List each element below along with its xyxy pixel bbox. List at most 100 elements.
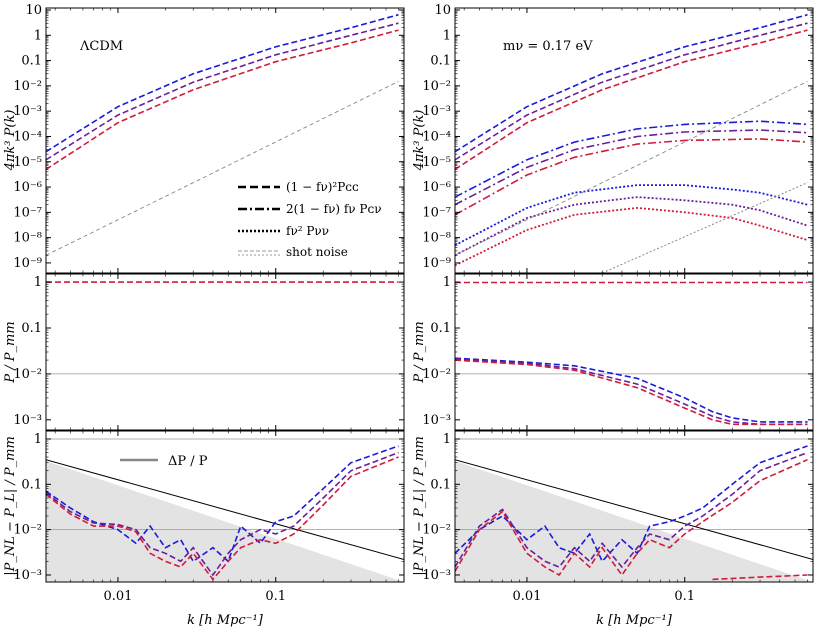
panel-frame-right-bottom (454, 430, 814, 583)
series-line (455, 445, 808, 563)
y-tick-label: 10⁻² (13, 523, 42, 538)
series-line (46, 13, 399, 153)
y-tick-label: 10⁻² (13, 79, 42, 94)
series-line (455, 184, 808, 247)
y-tick-label: 10 (434, 3, 451, 18)
series-line (455, 129, 808, 206)
legend-label-nunu: fν² Pνν (286, 224, 329, 238)
y-tick-label: 0.1 (430, 54, 451, 69)
y-tick-label: 10⁻³ (13, 413, 42, 428)
series-line (601, 182, 808, 273)
delta-p-annotation: ΔP / P (168, 454, 208, 469)
y-tick-label: 10⁻² (422, 523, 451, 538)
y-tick-label: 10⁻⁷ (13, 205, 42, 220)
y-tick-label: 10⁻² (422, 79, 451, 94)
series-line (455, 22, 808, 161)
y-tick-label: 1 (34, 432, 42, 447)
ylabel-right-bottom: |P_NL − P_L| / P_mm (412, 436, 427, 576)
panel-frame-left-middle (45, 273, 405, 431)
series-line (455, 29, 808, 171)
series-line (455, 358, 808, 426)
y-tick-label: 10⁻⁹ (13, 256, 42, 271)
series-line (455, 120, 808, 198)
legend-label-shot: shot noise (286, 245, 348, 259)
y-tick-label: 10⁻⁵ (422, 155, 451, 170)
y-tick-label: 0.1 (430, 321, 451, 336)
panel-left-top: 10⁻⁹ 10⁻⁸ 10⁻⁷ 10⁻⁶ 10⁻⁵ 10⁻⁴ 10⁻³ 10⁻² 0.1 1 10 (13, 3, 404, 273)
y-tick-label: 10⁻⁸ (422, 231, 451, 246)
series-line (455, 451, 808, 569)
error-region-right (455, 461, 813, 582)
panel-title-lcdm: ΛCDM (79, 39, 123, 54)
y-tick-label: 10⁻⁶ (422, 180, 451, 195)
y-tick-label: 1 (34, 28, 42, 43)
y-tick-label: 10⁻³ (13, 104, 42, 119)
series-line (46, 29, 399, 171)
y-tick-label: 10⁻⁹ (422, 256, 451, 271)
panel-left-middle: 10⁻³ 10⁻² 0.1 1 (13, 274, 404, 430)
error-region-left (46, 461, 404, 582)
series-line (455, 458, 808, 577)
legend: (1 − fν)²Pᴄᴄ 2(1 − fν) fν Pᴄν fν² Pνν sh… (238, 180, 382, 259)
series-group-left-top (46, 13, 399, 256)
y-tick-label: 10⁻⁶ (13, 180, 42, 195)
ylabel-left-top: 4πk³ P(k) (3, 110, 18, 172)
series-line (455, 196, 808, 257)
y-tick-label: 10⁻² (422, 367, 451, 382)
xlabel-right: k [h Mpc⁻¹] (596, 613, 673, 628)
x-tick-label: 0.01 (512, 589, 541, 604)
series-line (455, 359, 808, 426)
series-line (455, 13, 808, 153)
series-line (46, 456, 399, 581)
ylabel-left-middle: P / P_mm (3, 321, 18, 383)
panel-right-bottom: 10⁻³ 10⁻² 0.1 1 0.01 0.1 (422, 431, 813, 604)
xlabel-left: k [h Mpc⁻¹] (187, 613, 264, 628)
x-tick-label: 0.01 (103, 589, 132, 604)
y-tick-label: 0.1 (430, 477, 451, 492)
series-line (455, 80, 808, 256)
ylabel-right-top: 4πk³ P(k) (412, 110, 427, 172)
y-tick-label: 1 (443, 432, 451, 447)
y-tick-label: 10⁻² (13, 367, 42, 382)
y-tick-label: 1 (443, 275, 451, 290)
panel-right-top: 10⁻⁹ 10⁻⁸ 10⁻⁷ 10⁻⁶ 10⁻⁵ 10⁻⁴ 10⁻³ 10⁻² 0.1 1 10 (422, 3, 813, 273)
series-line (455, 459, 813, 560)
y-tick-label: 10⁻⁵ (13, 155, 42, 170)
x-tick-label: 0.1 (265, 589, 286, 604)
y-tick-label: 10⁻³ (422, 104, 451, 119)
panel-frame-right-top (454, 7, 814, 274)
series-line (46, 22, 399, 161)
y-tick-label: 10⁻⁷ (422, 205, 451, 220)
y-tick-label: 10⁻⁴ (422, 129, 451, 144)
y-tick-label: 10⁻⁴ (13, 129, 42, 144)
series-group-right-middle (455, 281, 808, 426)
y-tick-label: 0.1 (21, 477, 42, 492)
series-line (455, 357, 808, 423)
panel-frame-right-middle (454, 273, 814, 431)
y-tick-label: 10⁻⁸ (13, 231, 42, 246)
ylabel-right-middle: P / P_mm (412, 321, 427, 383)
series-group-right-bottom (455, 445, 813, 581)
panel-left-bottom: 10⁻³ 10⁻² 0.1 1 0.01 0.1 (13, 431, 404, 604)
series-group-left-bottom (46, 445, 404, 581)
y-tick-label: 0.1 (21, 54, 42, 69)
panel-frame-left-bottom (45, 430, 405, 583)
y-tick-label: 1 (34, 275, 42, 290)
y-tick-label: 10⁻³ (422, 568, 451, 583)
series-line (455, 206, 808, 267)
y-tick-label: 10 (25, 3, 42, 18)
series-group-right-top (455, 13, 808, 273)
series-line (46, 80, 399, 256)
panel-right-middle: 10⁻³ 10⁻² 0.1 1 (422, 274, 813, 430)
y-tick-label: 10⁻³ (13, 568, 42, 583)
series-line (455, 138, 808, 216)
y-tick-label: 1 (443, 28, 451, 43)
y-tick-label: 10⁻³ (422, 413, 451, 428)
series-line (46, 459, 404, 560)
panel-title-mnu: mν = 0.17 eV (503, 39, 593, 54)
ylabel-left-bottom: |P_NL − P_L| / P_mm (3, 436, 18, 576)
y-tick-label: 0.1 (21, 321, 42, 336)
x-tick-label: 0.1 (674, 589, 695, 604)
legend-label-cv: 2(1 − fν) fν Pᴄν (286, 202, 382, 216)
